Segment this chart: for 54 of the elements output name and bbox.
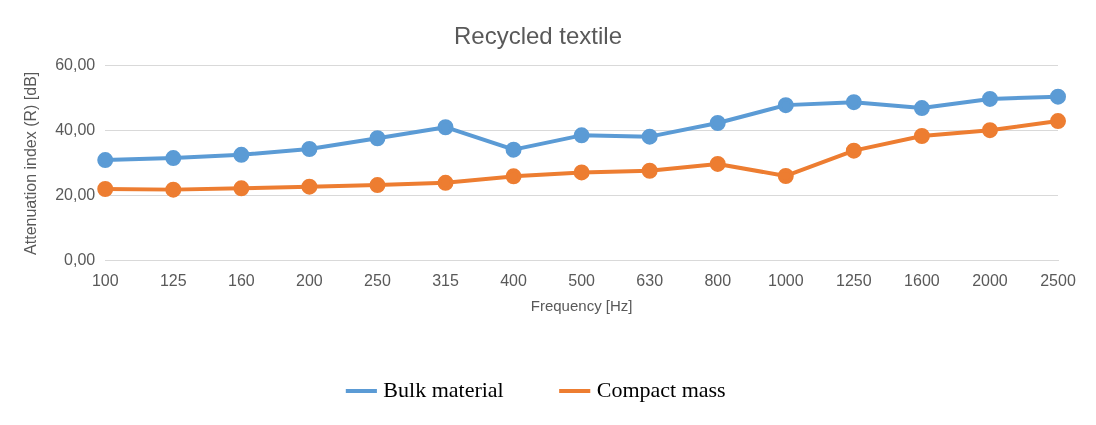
point: [1050, 88, 1066, 105]
y-axis-title: Attenuation index (R) [dB]: [22, 71, 40, 255]
point: [505, 141, 522, 158]
x-tick-label: 250: [364, 271, 391, 289]
x-tick-label: 100: [91, 271, 119, 289]
point: [97, 152, 114, 169]
point: [165, 150, 182, 167]
point: [437, 174, 454, 191]
point: [641, 162, 658, 179]
point: [981, 122, 998, 139]
x-tick-label: 2500: [1040, 271, 1076, 289]
point: [301, 178, 318, 195]
point: [845, 142, 862, 159]
x-tick-label: 160: [228, 271, 255, 289]
point: [369, 130, 386, 147]
point: [777, 97, 794, 114]
x-tick-label: 1250: [836, 271, 872, 289]
chart-title: Recycled textile: [453, 22, 623, 50]
point: [437, 119, 454, 136]
y-tick-label: 60,00: [55, 56, 96, 74]
point: [709, 155, 726, 172]
point: [573, 164, 590, 181]
x-tick-label: 800: [704, 271, 732, 289]
point: [709, 115, 726, 131]
point: [233, 146, 250, 163]
point: [981, 90, 998, 107]
point: [97, 180, 114, 197]
y-tick-label: 0,00: [64, 251, 96, 269]
point: [913, 100, 930, 117]
x-tick-label: 630: [636, 271, 664, 289]
point: [165, 181, 182, 198]
x-tick-label: 315: [432, 271, 459, 289]
point: [641, 128, 658, 145]
x-tick-label: 125: [159, 271, 187, 289]
x-tick-label: 1000: [767, 271, 804, 289]
point: [845, 94, 862, 111]
x-tick-label: 2000: [972, 271, 1008, 289]
x-tick-label: 500: [568, 271, 596, 289]
y-tick-label: 40,00: [55, 121, 96, 139]
point: [1050, 113, 1066, 130]
x-tick-label: 200: [296, 271, 323, 289]
point: [913, 128, 930, 144]
x-tick-label: 400: [500, 271, 528, 289]
x-tick-label: 1600: [904, 271, 940, 289]
y-tick-label: 20,00: [55, 186, 96, 204]
legend-label: Compact mass: [596, 376, 726, 402]
legend-label: Bulk material: [383, 376, 504, 402]
x-axis-title: Frequency [Hz]: [530, 297, 633, 315]
point: [369, 177, 386, 194]
point: [777, 167, 794, 184]
point: [233, 180, 250, 197]
point: [301, 141, 318, 157]
point: [505, 168, 522, 185]
point: [573, 127, 590, 144]
